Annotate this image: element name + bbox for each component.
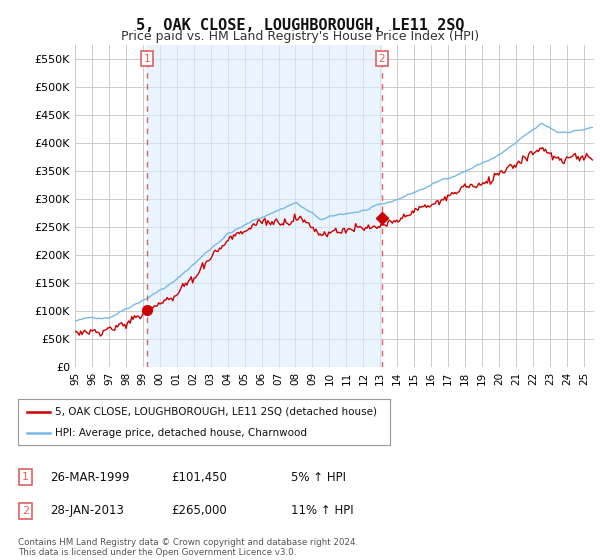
Text: 1: 1 — [22, 472, 29, 482]
Text: 5, OAK CLOSE, LOUGHBOROUGH, LE11 2SQ (detached house): 5, OAK CLOSE, LOUGHBOROUGH, LE11 2SQ (de… — [55, 407, 377, 417]
Text: HPI: Average price, detached house, Charnwood: HPI: Average price, detached house, Char… — [55, 428, 307, 438]
Text: Price paid vs. HM Land Registry's House Price Index (HPI): Price paid vs. HM Land Registry's House … — [121, 30, 479, 43]
Text: 2: 2 — [22, 506, 29, 516]
Text: 5% ↑ HPI: 5% ↑ HPI — [291, 470, 346, 484]
Text: £265,000: £265,000 — [171, 504, 227, 517]
Text: 11% ↑ HPI: 11% ↑ HPI — [291, 504, 353, 517]
Text: £101,450: £101,450 — [171, 470, 227, 484]
Text: Contains HM Land Registry data © Crown copyright and database right 2024.
This d: Contains HM Land Registry data © Crown c… — [18, 538, 358, 557]
Text: 1: 1 — [143, 54, 150, 64]
Text: 28-JAN-2013: 28-JAN-2013 — [50, 504, 124, 517]
Text: 2: 2 — [379, 54, 385, 64]
Text: 5, OAK CLOSE, LOUGHBOROUGH, LE11 2SQ: 5, OAK CLOSE, LOUGHBOROUGH, LE11 2SQ — [136, 18, 464, 33]
Bar — [147, 45, 382, 367]
Text: 26-MAR-1999: 26-MAR-1999 — [50, 470, 130, 484]
